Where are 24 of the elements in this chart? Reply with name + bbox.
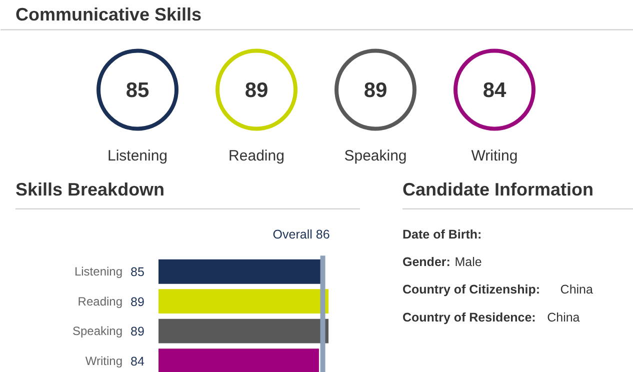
category-label: Reading	[228, 148, 284, 165]
y-tick-label: Speaking	[72, 324, 123, 338]
text: Gender: Male	[402, 255, 482, 270]
text: Candidate Information	[402, 180, 594, 200]
data-label: 89	[130, 294, 144, 309]
data-label: 84	[130, 354, 144, 368]
text: Communicative Skills	[16, 4, 202, 24]
text: 89	[364, 79, 388, 102]
text: Date of Birth:	[402, 227, 482, 242]
category-label: Writing	[471, 148, 518, 165]
text: 85	[126, 79, 150, 102]
y-tick-label: Reading	[78, 294, 122, 308]
y-tick-label: Writing	[85, 354, 123, 368]
chart-title: Skills Breakdown	[16, 180, 165, 200]
category-label: Listening	[107, 148, 168, 165]
data-label: 85	[130, 265, 144, 280]
y-tick-label: Listening	[74, 264, 123, 279]
text: 84	[482, 79, 506, 102]
data-label: 89	[130, 324, 144, 339]
category-label: Speaking	[344, 148, 407, 165]
text: Country of Citizenship: China	[402, 282, 593, 297]
text: Country of Residence: China	[402, 310, 580, 324]
ref-line-label: Overall 86	[272, 227, 330, 242]
text: 89	[244, 79, 268, 102]
